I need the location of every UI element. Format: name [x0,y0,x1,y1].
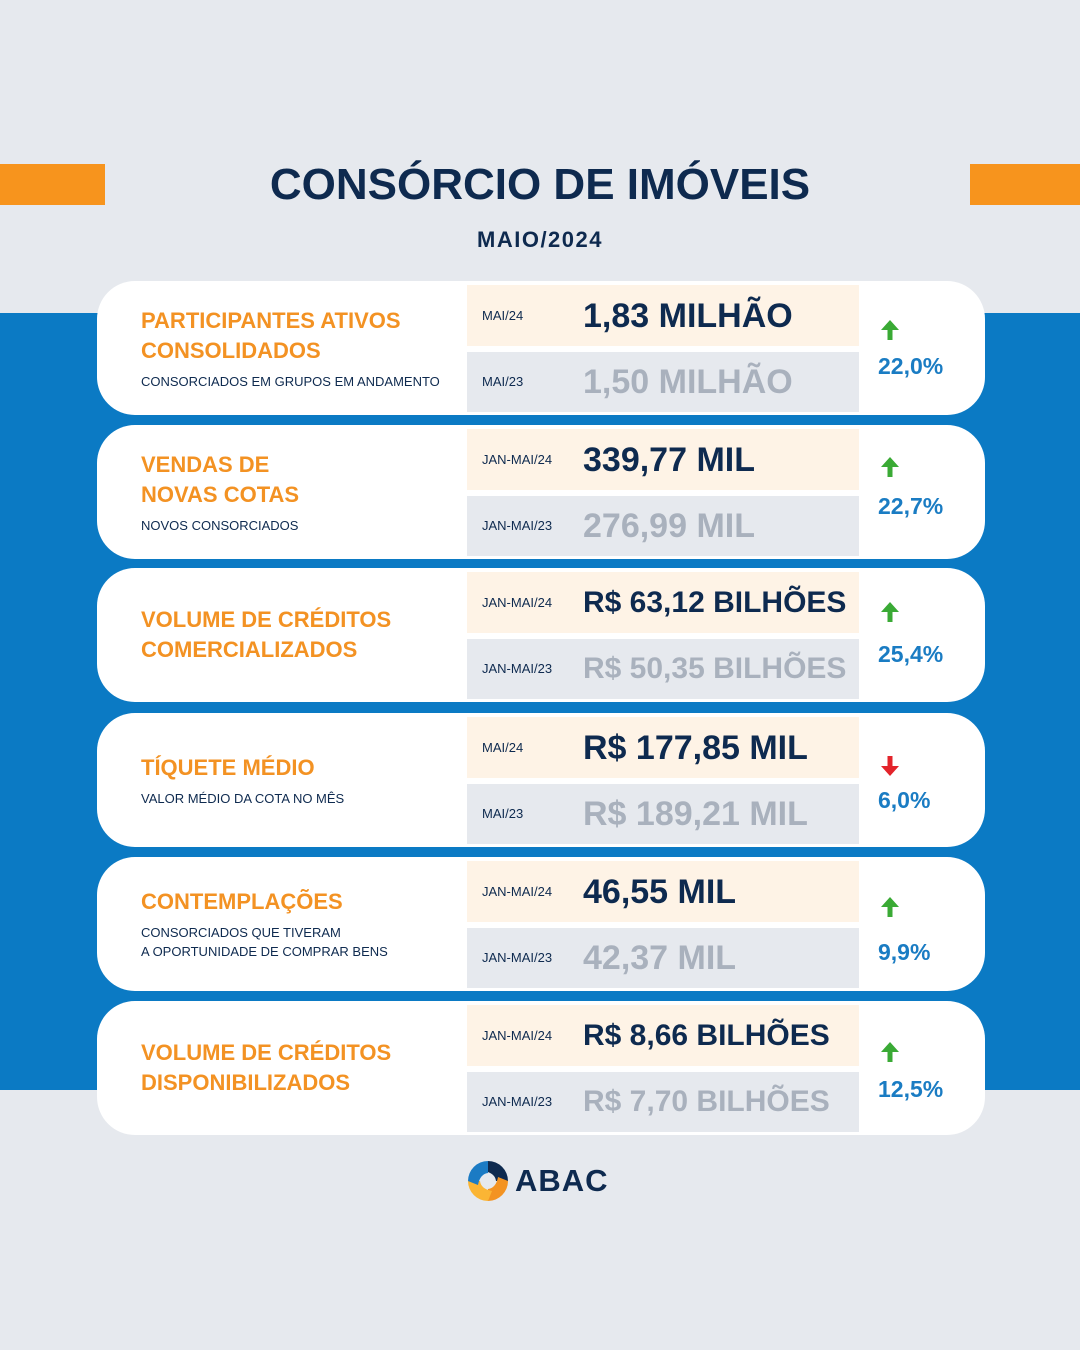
abac-logo-text: ABAC [515,1163,609,1198]
previous-period-value: R$ 189,21 MIL [583,795,808,833]
card-subtitle-line: A OPORTUNIDADE DE COMPRAR BENS [141,944,388,959]
previous-period-label: JAN-MAI/23 [482,950,553,965]
logo-blade [488,1177,508,1201]
previous-period-row: MAI/23 1,50 MILHÃO [467,352,859,412]
current-period-label: MAI/24 [482,307,524,323]
arrow-up-icon [881,602,899,622]
abac-logo-icon [468,1161,508,1201]
orange-accent-bar-right [970,164,1080,205]
change-percent: 6,0% [878,787,931,813]
current-period-row: MAI/24 1,83 MILHÃO [467,285,859,346]
stat-card-contemplacoes: CONTEMPLAÇÕES CONSORCIADOS QUE TIVERAM A… [97,857,985,991]
arrow-up-icon [881,457,899,477]
card-subtitle-line: CONSORCIADOS QUE TIVERAM [141,925,341,940]
current-period-row: JAN-MAI/24 46,55 MIL [467,861,859,922]
card-title-line: VOLUME DE CRÉDITOS [141,607,392,632]
orange-accent-bar-left [0,164,105,205]
arrow-up-icon [881,897,899,917]
card-title: CONTEMPLAÇÕES [141,887,465,917]
card-title: TÍQUETE MÉDIO [141,753,465,783]
previous-period-label: MAI/23 [482,374,524,389]
previous-period-value: 276,99 MIL [583,507,755,545]
current-period-row: MAI/24 R$ 177,85 MIL [467,717,859,778]
card-title: VOLUME DE CRÉDITOS DISPONIBILIZADOS [141,1038,465,1098]
stat-card-vendas-novas-cotas: VENDAS DE NOVAS COTAS NOVOS CONSORCIADOS… [97,425,985,559]
logo-blade [468,1161,488,1185]
card-title-line: NOVAS COTAS [141,481,300,507]
current-period-row: JAN-MAI/24 R$ 8,66 BILHÕES [467,1005,859,1066]
arrow-up-icon [881,320,899,340]
change-percent: 25,4% [878,641,944,667]
current-period-value: R$ 63,12 BILHÕES [583,585,847,619]
previous-period-value: R$ 50,35 BILHÕES [583,652,847,685]
current-period-row: JAN-MAI/24 339,77 MIL [467,429,859,490]
page-subtitle: MAIO/2024 [477,227,603,252]
card-heading: VOLUME DE CRÉDITOS COMERCIALIZADOS [141,568,465,702]
current-period-value: 46,55 MIL [583,872,737,911]
card-title: PARTICIPANTES ATIVOS CONSOLIDADOS [141,306,465,366]
previous-period-label: JAN-MAI/23 [482,661,553,676]
previous-period-value: R$ 7,70 BILHÕES [583,1085,830,1118]
card-title-line: COMERCIALIZADOS [141,637,358,662]
card-heading: TÍQUETE MÉDIO VALOR MÉDIO DA COTA NO MÊS [141,713,465,847]
card-title-line: CONSOLIDADOS [141,337,321,363]
card-title-line: VENDAS DE [141,451,270,477]
previous-period-row: JAN-MAI/23 276,99 MIL [467,496,859,556]
stat-card-creditos-comercializados: VOLUME DE CRÉDITOS COMERCIALIZADOS JAN-M… [97,568,985,702]
logo-blade [468,1181,492,1201]
card-title-line: CONTEMPLAÇÕES [141,889,343,914]
previous-period-label: JAN-MAI/23 [482,518,553,533]
arrow-up-icon [881,1042,899,1062]
card-title-line: PARTICIPANTES ATIVOS [141,307,401,333]
stat-card-tiquete-medio: TÍQUETE MÉDIO VALOR MÉDIO DA COTA NO MÊS… [97,713,985,847]
change-percent: 22,0% [878,353,944,379]
card-heading: PARTICIPANTES ATIVOS CONSOLIDADOS CONSOR… [141,281,465,415]
current-period-value: R$ 8,66 BILHÕES [583,1018,830,1052]
arrow-down-icon [881,756,899,776]
previous-period-value: 1,50 MILHÃO [583,363,793,401]
card-subtitle-line: NOVOS CONSORCIADOS [141,517,299,533]
change-percent: 9,9% [878,939,931,965]
current-period-label: JAN-MAI/24 [482,883,553,899]
card-subtitle-line: CONSORCIADOS EM GRUPOS EM ANDAMENTO [141,373,440,389]
card-heading: VOLUME DE CRÉDITOS DISPONIBILIZADOS [141,1001,465,1135]
card-heading: CONTEMPLAÇÕES CONSORCIADOS QUE TIVERAM A… [141,857,465,991]
current-period-label: JAN-MAI/24 [482,1027,553,1043]
card-subtitle: VALOR MÉDIO DA COTA NO MÊS [141,789,465,808]
previous-period-value: 42,37 MIL [583,939,737,977]
current-period-value: 339,77 MIL [583,440,755,479]
previous-period-row: JAN-MAI/23 R$ 50,35 BILHÕES [467,639,859,699]
card-subtitle-line: VALOR MÉDIO DA COTA NO MÊS [141,790,345,806]
logo-blade [484,1161,508,1181]
previous-period-row: JAN-MAI/23 R$ 7,70 BILHÕES [467,1072,859,1132]
current-period-label: JAN-MAI/24 [482,594,553,610]
card-subtitle: CONSORCIADOS EM GRUPOS EM ANDAMENTO [141,372,465,391]
card-title: VOLUME DE CRÉDITOS COMERCIALIZADOS [141,605,465,665]
card-subtitle: CONSORCIADOS QUE TIVERAM A OPORTUNIDADE … [141,923,465,961]
card-subtitle: NOVOS CONSORCIADOS [141,516,465,535]
change-percent: 22,7% [878,493,944,519]
previous-period-row: MAI/23 R$ 189,21 MIL [467,784,859,844]
current-period-label: MAI/24 [482,739,524,755]
stat-card-creditos-disponibilizados: VOLUME DE CRÉDITOS DISPONIBILIZADOS JAN-… [97,1001,985,1135]
change-percent: 12,5% [878,1076,944,1102]
page-title: CONSÓRCIO DE IMÓVEIS [269,160,811,209]
card-title-line: DISPONIBILIZADOS [141,1070,351,1095]
card-title-line: TÍQUETE MÉDIO [141,754,315,780]
current-period-value: 1,83 MILHÃO [583,296,793,335]
current-period-value: R$ 177,85 MIL [583,728,808,767]
card-heading: VENDAS DE NOVAS COTAS NOVOS CONSORCIADOS [141,425,465,559]
previous-period-label: JAN-MAI/23 [482,1094,553,1109]
stat-card-participantes-ativos: PARTICIPANTES ATIVOS CONSOLIDADOS CONSOR… [97,281,985,415]
previous-period-row: JAN-MAI/23 42,37 MIL [467,928,859,988]
current-period-label: JAN-MAI/24 [482,451,553,467]
previous-period-label: MAI/23 [482,806,524,821]
card-title: VENDAS DE NOVAS COTAS [141,450,465,510]
card-title-line: VOLUME DE CRÉDITOS [141,1040,392,1065]
current-period-row: JAN-MAI/24 R$ 63,12 BILHÕES [467,572,859,633]
